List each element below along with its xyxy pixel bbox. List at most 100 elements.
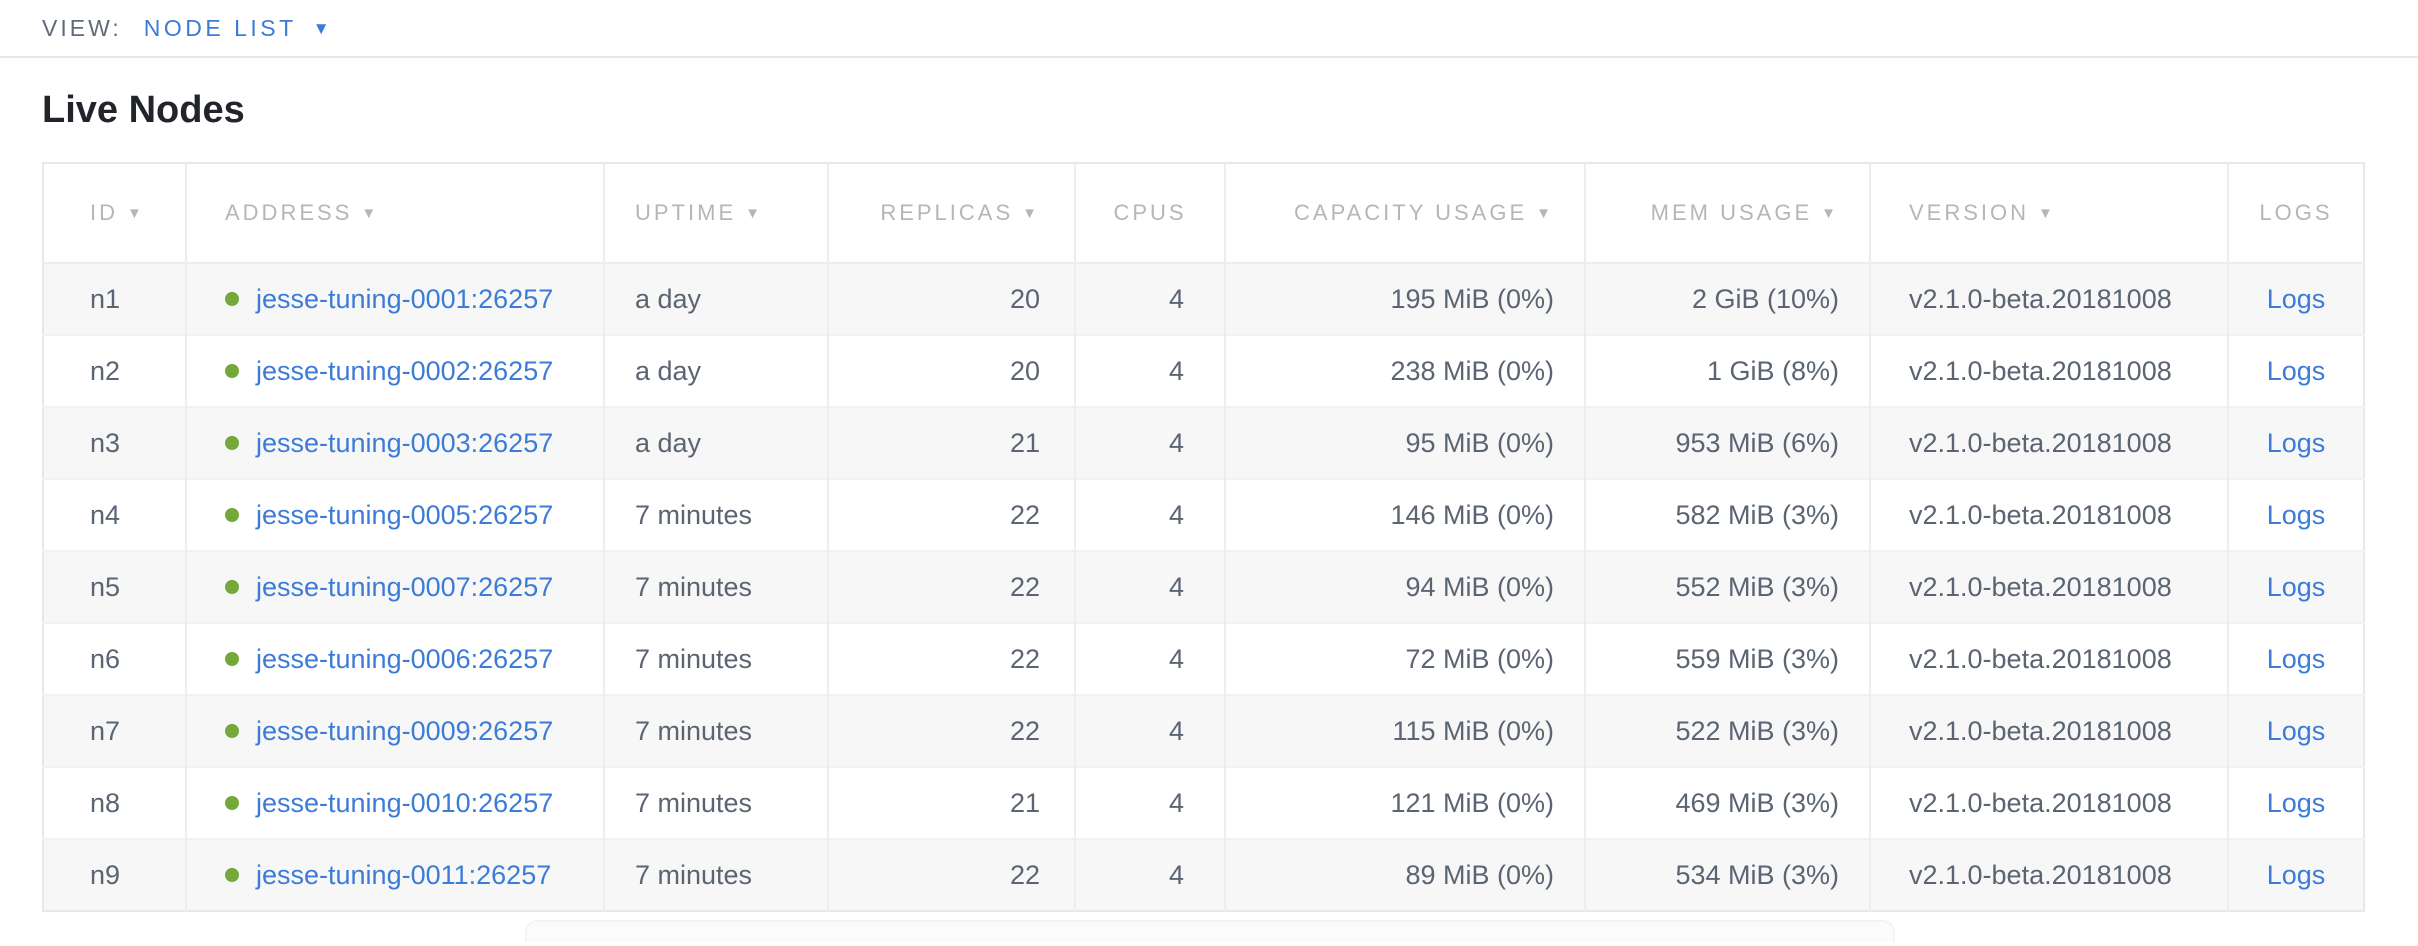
node-capacity-usage-cell: 146 MiB (0%) bbox=[1224, 478, 1585, 551]
node-logs-cell: Logs bbox=[2227, 263, 2364, 335]
column-header-label: CAPACITY USAGE bbox=[1294, 200, 1528, 225]
node-version-cell: v2.1.0-beta.20181008 bbox=[1869, 550, 2228, 623]
column-header-uptime[interactable]: UPTIME ▼ bbox=[603, 163, 828, 264]
node-status-dot bbox=[225, 435, 239, 450]
sort-arrow-icon: ▼ bbox=[1022, 205, 1040, 222]
table-row-n7: n7 jesse-tuning-0009:26257 7 minutes 22 4 115… bbox=[43, 694, 2364, 767]
node-address-link[interactable]: jesse-tuning-0011:26257 bbox=[256, 859, 552, 890]
column-header-mem-usage[interactable]: MEM USAGE ▼ bbox=[1584, 163, 1870, 264]
node-version-cell: v2.1.0-beta.20181008 bbox=[1869, 406, 2228, 479]
node-capacity-usage-cell: 72 MiB (0%) bbox=[1224, 622, 1585, 695]
node-mem-usage-cell: 582 MiB (3%) bbox=[1584, 478, 1870, 551]
node-status-dot bbox=[225, 723, 239, 738]
logs-link[interactable]: Logs bbox=[2266, 571, 2326, 602]
node-address-cell: jesse-tuning-0010:26257 bbox=[185, 766, 604, 839]
logs-link[interactable]: Logs bbox=[2266, 643, 2326, 674]
node-logs-cell: Logs bbox=[2227, 406, 2364, 479]
sort-arrow-icon: ▼ bbox=[2038, 205, 2056, 222]
node-address-link[interactable]: jesse-tuning-0006:26257 bbox=[256, 643, 554, 674]
node-address-cell: jesse-tuning-0007:26257 bbox=[185, 550, 604, 623]
node-status-dot bbox=[225, 651, 239, 666]
node-replicas-cell: 21 bbox=[827, 766, 1075, 839]
node-mem-usage-cell: 953 MiB (6%) bbox=[1584, 406, 1870, 479]
logs-link[interactable]: Logs bbox=[2266, 499, 2326, 530]
column-header-version[interactable]: VERSION ▼ bbox=[1869, 163, 2228, 264]
node-replicas-cell: 22 bbox=[827, 694, 1075, 767]
logs-link[interactable]: Logs bbox=[2266, 715, 2326, 746]
node-capacity-usage-cell: 121 MiB (0%) bbox=[1224, 766, 1585, 839]
node-version-cell: v2.1.0-beta.20181008 bbox=[1869, 263, 2228, 335]
node-address-link[interactable]: jesse-tuning-0009:26257 bbox=[256, 715, 554, 746]
node-cpus-cell: 4 bbox=[1074, 838, 1225, 911]
column-header-label: ID bbox=[90, 200, 118, 225]
node-uptime-cell: 7 minutes bbox=[603, 766, 828, 839]
node-version-cell: v2.1.0-beta.20181008 bbox=[1869, 766, 2228, 839]
node-version-cell: v2.1.0-beta.20181008 bbox=[1869, 478, 2228, 551]
table-row-n1: n1 jesse-tuning-0001:26257 a day 20 4 195 MiB… bbox=[43, 263, 2364, 335]
node-mem-usage-cell: 522 MiB (3%) bbox=[1584, 694, 1870, 767]
logs-link[interactable]: Logs bbox=[2266, 859, 2326, 890]
logs-link[interactable]: Logs bbox=[2266, 283, 2326, 314]
node-id-cell: n3 bbox=[43, 406, 186, 479]
sort-arrow-icon: ▼ bbox=[1536, 205, 1554, 222]
table-row-n3: n3 jesse-tuning-0003:26257 a day 21 4 95 MiB … bbox=[43, 406, 2364, 479]
node-logs-cell: Logs bbox=[2227, 478, 2364, 551]
node-mem-usage-cell: 1 GiB (8%) bbox=[1584, 334, 1870, 407]
node-address-link[interactable]: jesse-tuning-0001:26257 bbox=[256, 283, 554, 314]
node-address-link[interactable]: jesse-tuning-0003:26257 bbox=[256, 427, 554, 458]
node-version-cell: v2.1.0-beta.20181008 bbox=[1869, 622, 2228, 695]
node-address-cell: jesse-tuning-0009:26257 bbox=[185, 694, 604, 767]
node-logs-cell: Logs bbox=[2227, 766, 2364, 839]
column-header-address[interactable]: ADDRESS ▼ bbox=[185, 163, 604, 264]
column-header-capacity-usage[interactable]: CAPACITY USAGE ▼ bbox=[1224, 163, 1585, 264]
node-version-cell: v2.1.0-beta.20181008 bbox=[1869, 334, 2228, 407]
node-version-cell: v2.1.0-beta.20181008 bbox=[1869, 694, 2228, 767]
bottom-panel-edge bbox=[525, 920, 1895, 942]
node-cpus-cell: 4 bbox=[1074, 766, 1225, 839]
node-replicas-cell: 22 bbox=[827, 622, 1075, 695]
node-capacity-usage-cell: 195 MiB (0%) bbox=[1224, 263, 1585, 335]
node-uptime-cell: a day bbox=[603, 334, 828, 407]
node-cpus-cell: 4 bbox=[1074, 550, 1225, 623]
column-header-replicas[interactable]: REPLICAS ▼ bbox=[827, 163, 1075, 264]
column-header-label: ADDRESS bbox=[225, 200, 353, 225]
node-address-link[interactable]: jesse-tuning-0005:26257 bbox=[256, 499, 554, 530]
view-dropdown-value: NODE LIST bbox=[143, 14, 297, 41]
node-id-cell: n6 bbox=[43, 622, 186, 695]
table-row-n5: n5 jesse-tuning-0007:26257 7 minutes 22 4 94 … bbox=[43, 550, 2364, 623]
node-id-cell: n2 bbox=[43, 334, 186, 407]
view-dropdown[interactable]: NODE LIST ▼ bbox=[144, 15, 330, 42]
node-uptime-cell: a day bbox=[603, 406, 828, 479]
node-address-link[interactable]: jesse-tuning-0007:26257 bbox=[256, 571, 554, 602]
node-address-cell: jesse-tuning-0011:26257 bbox=[185, 838, 604, 911]
node-id-cell: n9 bbox=[43, 838, 186, 911]
node-cpus-cell: 4 bbox=[1074, 406, 1225, 479]
node-cpus-cell: 4 bbox=[1074, 694, 1225, 767]
node-uptime-cell: 7 minutes bbox=[603, 694, 828, 767]
page-title: Live Nodes bbox=[42, 89, 245, 131]
view-bar: VIEW: NODE LIST ▼ bbox=[0, 0, 2418, 58]
sort-arrow-icon: ▼ bbox=[127, 205, 145, 222]
node-replicas-cell: 22 bbox=[827, 550, 1075, 623]
node-logs-cell: Logs bbox=[2227, 334, 2364, 407]
column-header-id[interactable]: ID ▼ bbox=[43, 163, 186, 264]
node-mem-usage-cell: 2 GiB (10%) bbox=[1584, 263, 1870, 335]
node-capacity-usage-cell: 89 MiB (0%) bbox=[1224, 838, 1585, 911]
node-replicas-cell: 20 bbox=[827, 263, 1075, 335]
node-logs-cell: Logs bbox=[2227, 694, 2364, 767]
sort-arrow-icon: ▼ bbox=[361, 205, 380, 222]
node-uptime-cell: 7 minutes bbox=[603, 550, 828, 623]
logs-link[interactable]: Logs bbox=[2266, 427, 2326, 458]
node-address-link[interactable]: jesse-tuning-0002:26257 bbox=[256, 355, 554, 386]
sort-arrow-icon: ▼ bbox=[745, 205, 763, 222]
logs-link[interactable]: Logs bbox=[2266, 355, 2326, 386]
node-uptime-cell: 7 minutes bbox=[603, 622, 828, 695]
logs-link[interactable]: Logs bbox=[2266, 787, 2326, 818]
node-status-dot bbox=[225, 795, 239, 810]
node-uptime-cell: a day bbox=[603, 263, 828, 335]
node-address-link[interactable]: jesse-tuning-0010:26257 bbox=[256, 787, 554, 818]
node-address-cell: jesse-tuning-0006:26257 bbox=[185, 622, 604, 695]
node-logs-cell: Logs bbox=[2227, 838, 2364, 911]
column-header-label: MEM USAGE bbox=[1650, 200, 1813, 225]
column-header-label: CPUS bbox=[1113, 200, 1187, 225]
